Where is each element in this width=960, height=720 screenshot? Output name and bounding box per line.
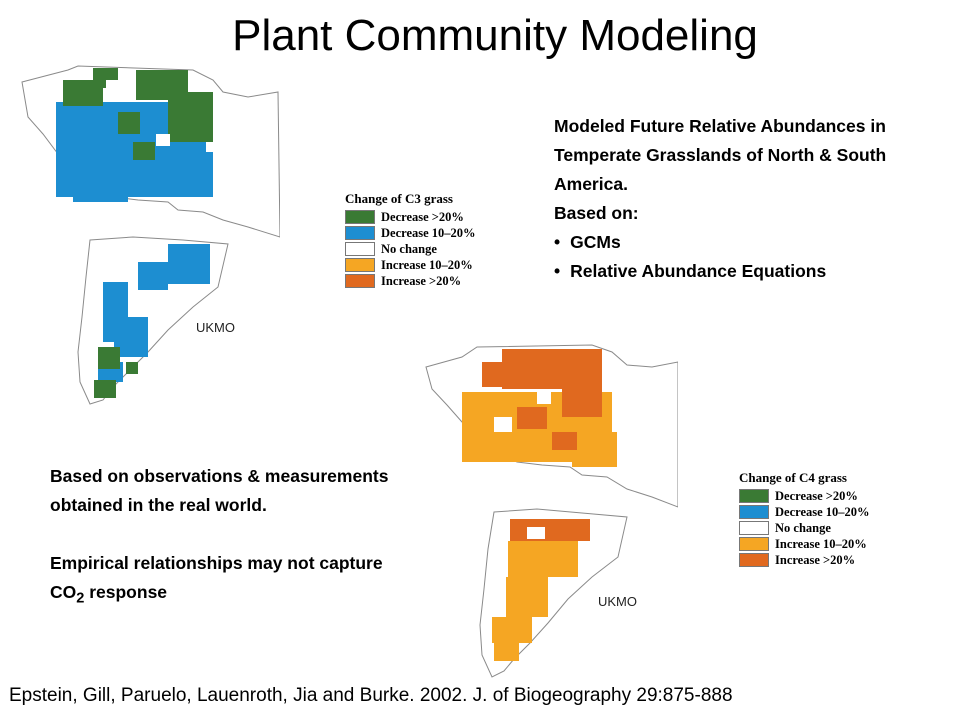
c4-grass-map bbox=[422, 337, 678, 682]
c4-map-svg bbox=[425, 344, 678, 678]
c4-increase-gt20-region bbox=[510, 519, 590, 541]
no-change-swatch bbox=[345, 242, 375, 256]
note-empirical: Empirical relationships may not capture … bbox=[50, 549, 420, 614]
decrease-10-20-swatch bbox=[739, 505, 769, 519]
c3-legend-item: No change bbox=[345, 241, 476, 257]
c3-model-label: UKMO bbox=[196, 320, 235, 335]
c3-no-change-region bbox=[156, 134, 170, 146]
c3-map-svg bbox=[21, 65, 280, 405]
decrease-gt20-swatch bbox=[345, 210, 375, 224]
legend-label: Decrease 10–20% bbox=[381, 225, 476, 240]
co2-subscript: 2 bbox=[76, 590, 85, 607]
c3-legend-item: Decrease >20% bbox=[345, 209, 476, 225]
c4-legend-item: Increase 10–20% bbox=[739, 536, 870, 552]
increase-10-20-swatch bbox=[739, 537, 769, 551]
c3-decrease-gt20-region bbox=[94, 380, 116, 398]
c4-increase-gt20-region bbox=[502, 349, 602, 389]
no-change-swatch bbox=[739, 521, 769, 535]
c4-legend-item: No change bbox=[739, 520, 870, 536]
c4-legend-item: Decrease >20% bbox=[739, 488, 870, 504]
c3-decrease-gt20-region bbox=[118, 112, 140, 134]
based-on-item: Relative Abundance Equations bbox=[554, 257, 954, 286]
c3-no-change-region bbox=[106, 80, 134, 96]
c4-increase-10-20-region bbox=[506, 577, 548, 617]
c4-increase-10-20-region bbox=[494, 643, 519, 661]
c4-no-change-region bbox=[494, 417, 512, 432]
c4-increase-gt20-region bbox=[517, 407, 547, 429]
based-on-item: GCMs bbox=[554, 228, 954, 257]
c4-no-change-region bbox=[537, 392, 551, 404]
description-block: Modeled Future Relative Abundances in Te… bbox=[554, 112, 954, 286]
legend-label: Increase 10–20% bbox=[775, 536, 867, 551]
increase-gt20-swatch bbox=[345, 274, 375, 288]
based-on-label: Based on: bbox=[554, 203, 639, 223]
c3-north-america-cells bbox=[56, 68, 213, 202]
citation: Epstein, Gill, Paruelo, Lauenroth, Jia a… bbox=[9, 685, 733, 706]
c4-increase-10-20-region bbox=[508, 541, 578, 577]
slide-title: Plant Community Modeling bbox=[232, 11, 758, 60]
note-observations: Based on observations & measurements obt… bbox=[50, 466, 389, 515]
c3-legend: Change of C3 grass Decrease >20% Decreas… bbox=[345, 191, 476, 289]
legend-label: Increase >20% bbox=[381, 273, 462, 288]
observation-note: Based on observations & measurements obt… bbox=[50, 462, 420, 614]
c3-legend-item: Decrease 10–20% bbox=[345, 225, 476, 241]
note-empirical-text: Empirical relationships may not capture … bbox=[50, 553, 383, 602]
c3-legend-title: Change of C3 grass bbox=[345, 191, 453, 206]
c3-decrease-10-20-region bbox=[73, 182, 128, 202]
c4-legend-item: Decrease 10–20% bbox=[739, 504, 870, 520]
c4-model-label: UKMO bbox=[598, 594, 637, 609]
note-empirical-suffix: response bbox=[84, 582, 168, 602]
c4-increase-gt20-region bbox=[562, 387, 602, 417]
c3-decrease-10-20-region bbox=[178, 152, 213, 197]
c4-north-america-cells bbox=[462, 349, 617, 467]
decrease-gt20-swatch bbox=[739, 489, 769, 503]
c3-decrease-gt20-region bbox=[133, 142, 155, 160]
c3-legend-item: Increase >20% bbox=[345, 273, 476, 289]
c4-south-america-cells bbox=[492, 519, 590, 661]
c4-increase-10-20-region bbox=[492, 617, 532, 643]
legend-label: No change bbox=[381, 241, 437, 256]
c4-increase-gt20-region bbox=[482, 362, 507, 387]
c3-decrease-gt20-region bbox=[126, 362, 138, 374]
c4-increase-10-20-region bbox=[572, 432, 617, 467]
c3-legend-item: Increase 10–20% bbox=[345, 257, 476, 273]
c4-legend-title: Change of C4 grass bbox=[739, 470, 847, 485]
c4-legend-item: Increase >20% bbox=[739, 552, 870, 568]
c4-no-change-region bbox=[527, 527, 545, 539]
legend-label: Decrease 10–20% bbox=[775, 504, 870, 519]
c3-decrease-10-20-region bbox=[138, 262, 168, 290]
legend-label: Decrease >20% bbox=[775, 488, 858, 503]
increase-gt20-swatch bbox=[739, 553, 769, 567]
c3-grass-map bbox=[18, 62, 280, 412]
legend-label: Increase 10–20% bbox=[381, 257, 473, 272]
legend-label: Increase >20% bbox=[775, 552, 856, 567]
legend-label: Decrease >20% bbox=[381, 209, 464, 224]
legend-label: No change bbox=[775, 520, 831, 535]
c4-increase-gt20-region bbox=[552, 432, 577, 450]
increase-10-20-swatch bbox=[345, 258, 375, 272]
c3-decrease-gt20-region bbox=[168, 92, 213, 142]
c3-decrease-10-20-region bbox=[168, 244, 210, 284]
c4-legend: Change of C4 grass Decrease >20% Decreas… bbox=[739, 470, 870, 568]
c3-decrease-gt20-region bbox=[98, 347, 120, 369]
description-heading: Modeled Future Relative Abundances in Te… bbox=[554, 116, 887, 194]
based-on-list: GCMs Relative Abundance Equations bbox=[554, 228, 954, 286]
c3-south-america-cells bbox=[94, 244, 210, 398]
decrease-10-20-swatch bbox=[345, 226, 375, 240]
